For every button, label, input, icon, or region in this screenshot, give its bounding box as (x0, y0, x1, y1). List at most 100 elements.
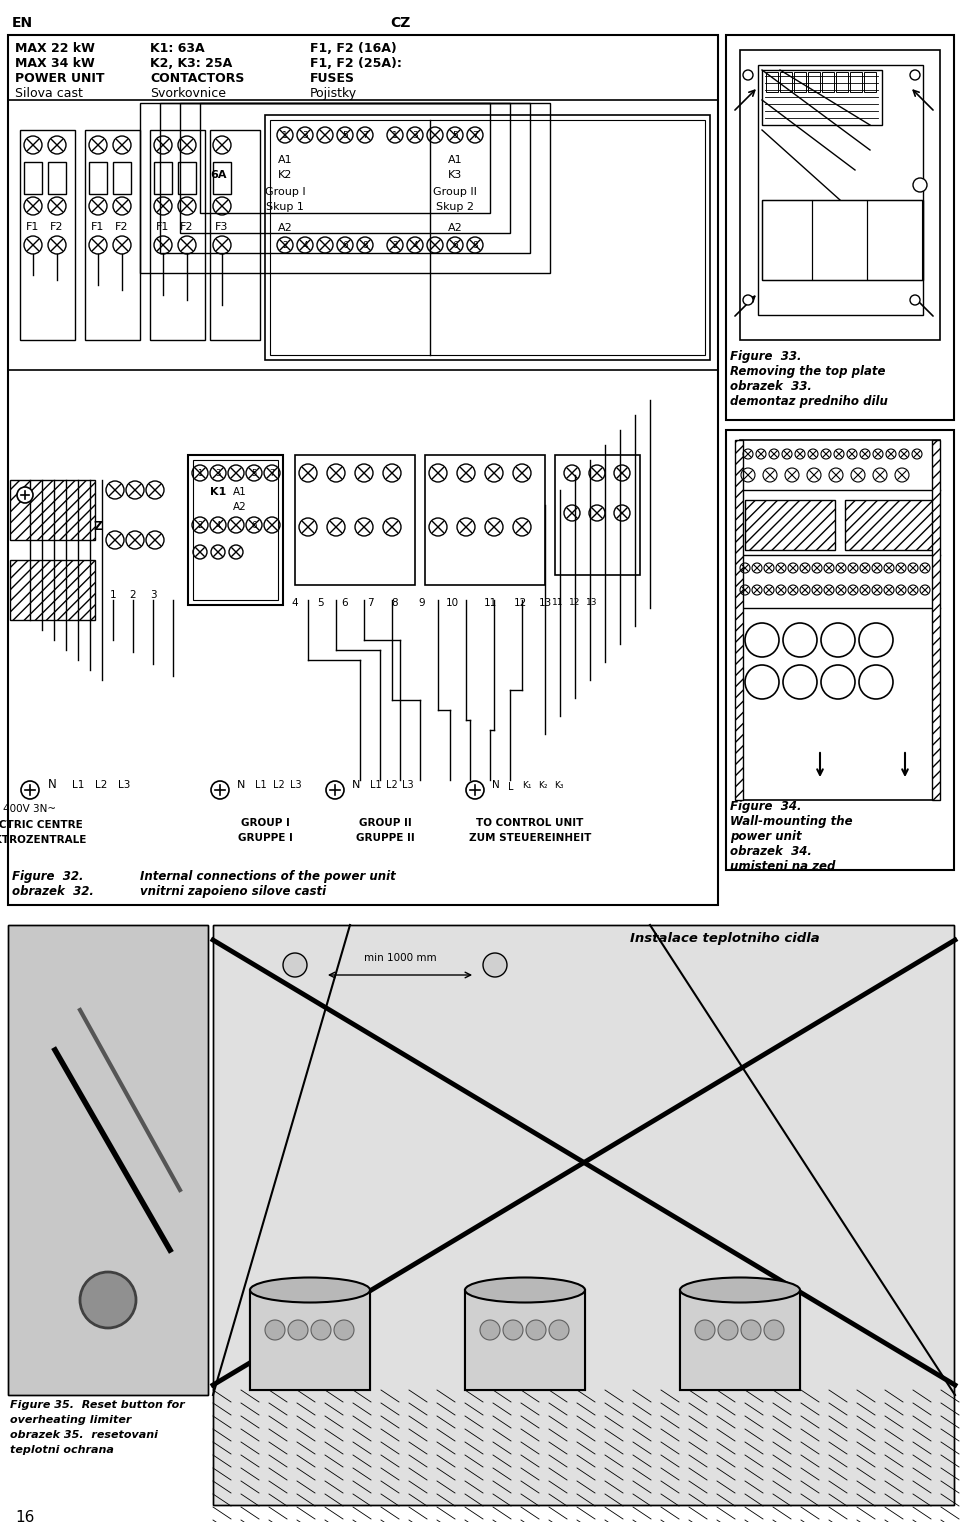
Text: ELECTRIC CENTRE: ELECTRIC CENTRE (0, 820, 83, 829)
Bar (270, 120, 705, 355)
Bar (89, 161, 107, 193)
Circle shape (743, 70, 753, 81)
Text: L3: L3 (402, 779, 414, 790)
Bar (213, 925, 954, 1505)
Text: 8: 8 (392, 598, 398, 607)
Text: 7: 7 (362, 131, 368, 140)
Text: 5: 5 (317, 598, 324, 607)
Text: 3: 3 (412, 131, 418, 140)
Circle shape (910, 295, 920, 304)
Text: 5: 5 (342, 131, 348, 140)
Bar (762, 199, 923, 280)
Text: MAX 22 kW: MAX 22 kW (15, 43, 95, 55)
Bar (812, 199, 867, 280)
Circle shape (466, 781, 484, 799)
Text: F1: F1 (26, 222, 39, 231)
Text: Group I: Group I (265, 187, 305, 196)
Text: teplotni ochrana: teplotni ochrana (10, 1444, 114, 1455)
Text: 6: 6 (252, 521, 256, 530)
Bar (8, 100, 718, 370)
Text: L1: L1 (370, 779, 382, 790)
Text: 12: 12 (569, 598, 581, 607)
Bar (864, 72, 876, 91)
Text: 4: 4 (292, 598, 299, 607)
Circle shape (288, 1320, 308, 1339)
Text: 7: 7 (472, 131, 478, 140)
Bar (250, 1291, 370, 1390)
Circle shape (821, 622, 855, 658)
Bar (200, 103, 490, 213)
Text: 2: 2 (198, 521, 203, 530)
Bar (867, 199, 922, 280)
Circle shape (311, 1320, 331, 1339)
Circle shape (80, 1272, 136, 1329)
Circle shape (859, 665, 893, 699)
Text: ZUM STEUEREINHEIT: ZUM STEUEREINHEIT (468, 833, 591, 843)
Bar (8, 35, 718, 906)
Text: GRUPPE II: GRUPPE II (355, 833, 415, 843)
Bar (10, 479, 95, 540)
Text: 3: 3 (302, 131, 308, 140)
Circle shape (480, 1320, 500, 1339)
Text: L: L (508, 782, 514, 791)
Circle shape (821, 665, 855, 699)
Bar (740, 440, 940, 801)
Circle shape (741, 1320, 761, 1339)
Bar (845, 501, 935, 549)
Circle shape (859, 622, 893, 658)
Text: 4: 4 (215, 521, 221, 530)
Text: 6: 6 (452, 240, 458, 250)
Text: L2: L2 (386, 779, 397, 790)
Text: N: N (492, 779, 500, 790)
Bar (265, 116, 710, 361)
Text: umisteni na zed: umisteni na zed (730, 860, 835, 874)
Text: 1: 1 (282, 131, 288, 140)
Text: min 1000 mm: min 1000 mm (364, 953, 436, 963)
Text: TO CONTROL UNIT: TO CONTROL UNIT (476, 817, 584, 828)
Circle shape (745, 622, 779, 658)
Circle shape (211, 781, 229, 799)
Text: L2: L2 (273, 779, 285, 790)
Ellipse shape (465, 1277, 585, 1303)
Text: EN: EN (12, 17, 34, 30)
Text: L3: L3 (290, 779, 301, 790)
Bar (726, 431, 954, 871)
Text: L1: L1 (255, 779, 267, 790)
Bar (465, 1291, 585, 1390)
Bar (762, 199, 812, 280)
Text: Wall-mounting the: Wall-mounting the (730, 814, 852, 828)
Bar (555, 455, 640, 575)
Circle shape (503, 1320, 523, 1339)
Text: 13: 13 (539, 598, 552, 607)
Bar (210, 129, 260, 339)
Bar (188, 455, 283, 606)
Bar (766, 72, 778, 91)
Text: 4: 4 (302, 240, 308, 250)
Text: F2: F2 (50, 222, 63, 231)
Text: Skup 2: Skup 2 (436, 202, 474, 212)
Text: F2: F2 (180, 222, 194, 231)
Text: A2: A2 (277, 224, 293, 233)
Text: 7: 7 (270, 469, 275, 478)
Ellipse shape (250, 1277, 370, 1303)
Text: 9: 9 (419, 598, 425, 607)
Bar (680, 1291, 800, 1390)
Text: obrazek 35.  resetovani: obrazek 35. resetovani (10, 1431, 158, 1440)
Text: 11: 11 (484, 598, 496, 607)
Bar (150, 129, 205, 339)
Bar (8, 925, 208, 1396)
Bar (48, 161, 66, 193)
Bar (180, 103, 510, 233)
Bar (160, 103, 530, 253)
Text: 8: 8 (362, 240, 368, 250)
Text: Silova cast: Silova cast (15, 87, 83, 100)
Circle shape (265, 1320, 285, 1339)
Text: 3: 3 (150, 591, 156, 600)
Circle shape (326, 781, 344, 799)
Text: 11: 11 (552, 598, 564, 607)
Bar (154, 161, 172, 193)
Text: Instalace teplotniho cidla: Instalace teplotniho cidla (630, 931, 820, 945)
Text: N: N (352, 779, 360, 790)
Bar (250, 1291, 370, 1390)
Bar (735, 440, 743, 801)
